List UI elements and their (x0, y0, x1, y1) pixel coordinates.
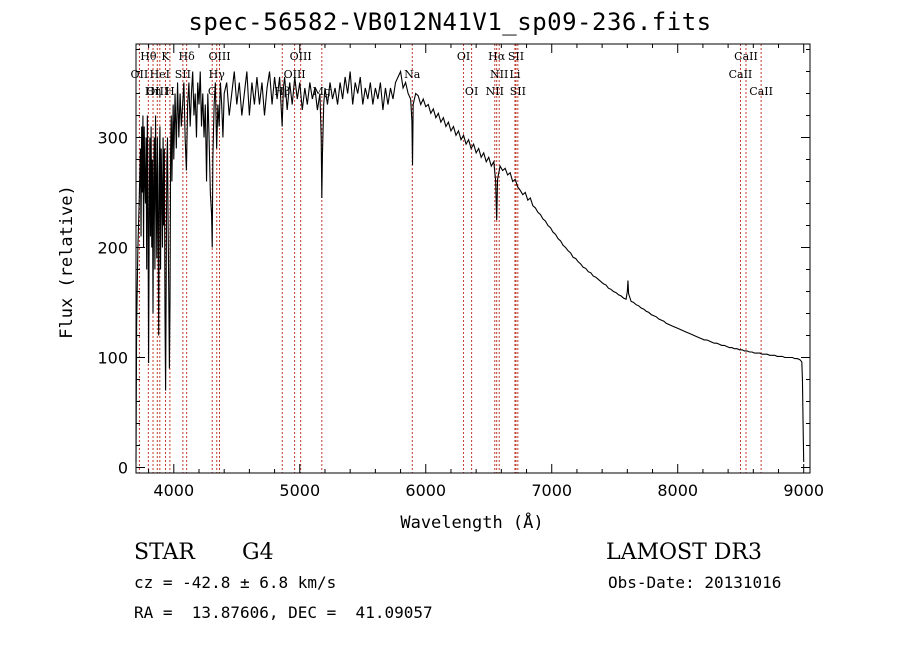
chart-title: spec-56582-VB012N41V1_sp09-236.fits (188, 8, 712, 36)
observation-date: Obs-Date: 20131016 (608, 573, 782, 592)
line-marker-label: Hη (145, 85, 161, 98)
x-tick-label: 5000 (279, 481, 320, 500)
line-marker-label: CaII (734, 50, 758, 63)
line-marker-label: CaII (749, 85, 773, 98)
line-marker-label: HeI (150, 68, 170, 81)
axis-ticks (136, 44, 810, 473)
line-marker-label: OIII (208, 50, 230, 63)
x-tick-label: 9000 (783, 481, 824, 500)
y-tick-label: 0 (118, 459, 128, 478)
line-marker-label: Hγ (209, 68, 226, 81)
y-tick-label: 300 (97, 129, 128, 148)
line-marker-label: K (161, 50, 170, 63)
x-tick-label: 4000 (153, 481, 194, 500)
y-tick-label: 100 (97, 349, 128, 368)
line-marker-label: OI (457, 50, 470, 63)
line-marker-label: NII (486, 85, 504, 98)
object-class: STAR (134, 540, 195, 565)
axis-tick-labels: 4000 5000 6000 7000 8000 9000 0 100 200 300 (97, 129, 824, 501)
line-marker-label: G (208, 85, 217, 98)
line-marker-label: Hα (488, 50, 506, 63)
line-marker-label: OIII (146, 85, 168, 98)
line-marker-label: SII (508, 50, 524, 63)
line-marker-label: Na (404, 68, 421, 81)
x-tick-label: 6000 (405, 481, 446, 500)
line-marker-label: Hθ (140, 50, 157, 63)
line-marker-label: SII (510, 85, 526, 98)
line-marker-label: SII (175, 68, 191, 81)
survey-name: LAMOST DR3 (606, 540, 762, 565)
line-marker-label: Li (510, 68, 521, 81)
line-marker-label: Hδ (179, 50, 196, 63)
ra-dec-coordinates: RA = 13.87606, DEC = 41.09057 (134, 603, 433, 622)
line-marker-label: H (165, 85, 175, 98)
line-marker-label: OII (131, 68, 149, 81)
line-marker-label: OI (465, 85, 478, 98)
y-axis-label: Flux (relative) (57, 185, 77, 339)
line-marker-label: OIII (284, 68, 306, 81)
x-axis-label: Wavelength (Å) (400, 511, 543, 533)
redshift-velocity: cz = -42.8 ± 6.8 km/s (134, 573, 337, 592)
x-tick-label: 7000 (531, 481, 572, 500)
x-tick-label: 8000 (657, 481, 698, 500)
object-subclass: G4 (242, 540, 274, 565)
line-marker-label: OIII (290, 50, 312, 63)
line-marker-label: CaII (729, 68, 753, 81)
plot-frame (135, 43, 811, 474)
line-marker-group (138, 44, 762, 473)
y-tick-label: 200 (97, 239, 128, 258)
spectrum-line (135, 69, 805, 463)
line-marker-label: NII (490, 68, 508, 81)
